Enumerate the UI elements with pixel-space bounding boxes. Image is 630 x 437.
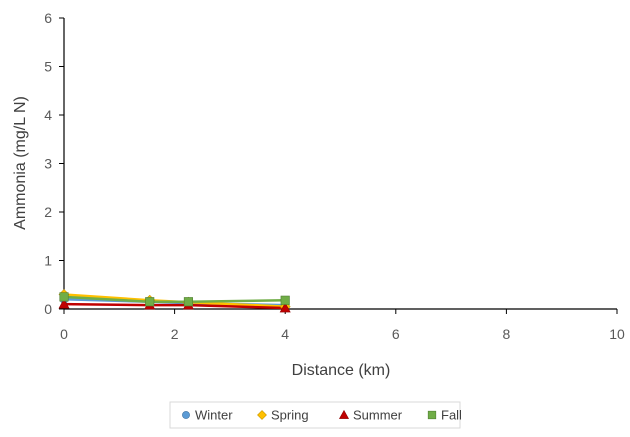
data-point-summer [58,298,70,309]
x-tick-label: 2 [171,326,179,342]
data-point-fall [145,297,155,307]
x-tick-label: 6 [392,326,400,342]
series-line-fall [63,295,286,303]
data-point-fall [59,292,69,302]
y-axis-title: Ammonia (mg/L N) [12,96,29,230]
data-point-fall [280,295,290,305]
series-lines [63,293,286,310]
legend-marker-fall [427,410,437,420]
y-tick-label: 6 [44,10,52,26]
legend-label-summer: Summer [353,408,403,423]
legend: Winter Spring Summer Fall [169,401,462,429]
data-point-fall [183,297,193,307]
legend-marker-spring [257,410,267,420]
x-tick-label: 10 [609,326,625,342]
y-tick-label: 5 [44,59,52,75]
legend-marker-winter [182,411,190,419]
legend-box [169,401,461,429]
x-tick-label: 0 [60,326,68,342]
y-tick-label: 3 [44,156,52,172]
y-tick-label: 2 [44,204,52,220]
x-tick-label: 8 [503,326,511,342]
legend-label-fall: Fall [441,408,462,423]
series-line-summer [63,302,286,310]
y-tick-label: 0 [44,301,52,317]
data-point-summer [279,302,291,313]
y-tick-label: 4 [44,107,52,123]
x-axis-title: Distance (km) [292,362,391,379]
x-tick-label: 4 [281,326,289,342]
series-markers [58,289,291,313]
y-tick-label: 1 [44,253,52,269]
axes: 0 1 2 3 4 5 6 0 2 4 6 8 10 [44,10,625,342]
legend-label-spring: Spring [271,408,309,423]
legend-label-winter: Winter [195,408,233,423]
legend-marker-summer [338,409,350,419]
